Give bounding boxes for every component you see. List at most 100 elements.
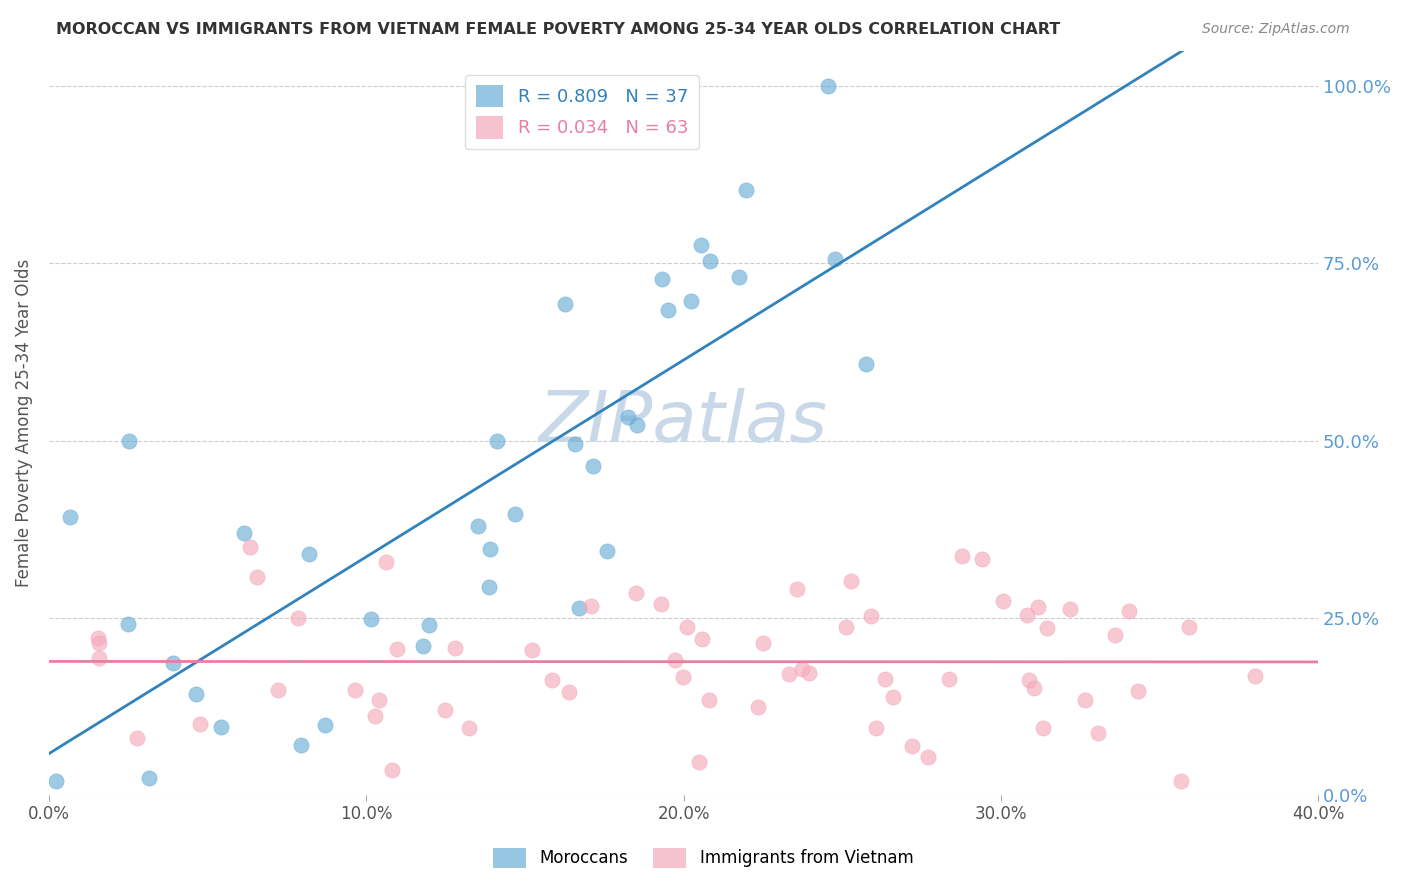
Point	[835, 620, 858, 634]
Point	[752, 636, 775, 650]
Point	[239, 540, 262, 554]
Legend: Moroccans, Immigrants from Vietnam: Moroccans, Immigrants from Vietnam	[486, 841, 920, 875]
Point	[1126, 683, 1149, 698]
Point	[901, 739, 924, 754]
Point	[520, 643, 543, 657]
Point	[626, 418, 648, 433]
Point	[855, 357, 877, 371]
Point	[314, 718, 336, 732]
Point	[664, 653, 686, 667]
Point	[970, 552, 993, 566]
Point	[657, 303, 679, 318]
Point	[467, 519, 489, 533]
Point	[541, 673, 564, 687]
Point	[650, 597, 672, 611]
Point	[817, 79, 839, 94]
Point	[87, 650, 110, 665]
Point	[692, 632, 714, 646]
Point	[287, 611, 309, 625]
Point	[1017, 607, 1039, 622]
Point	[86, 631, 108, 645]
Y-axis label: Female Poverty Among 25-34 Year Olds: Female Poverty Among 25-34 Year Olds	[15, 259, 32, 587]
Point	[138, 772, 160, 786]
Point	[839, 574, 862, 588]
Point	[246, 570, 269, 584]
Point	[1022, 681, 1045, 696]
Point	[865, 721, 887, 735]
Point	[1104, 628, 1126, 642]
Point	[1036, 621, 1059, 635]
Point	[1059, 602, 1081, 616]
Text: ZIPatlas: ZIPatlas	[538, 388, 828, 458]
Point	[233, 526, 256, 541]
Text: Source: ZipAtlas.com: Source: ZipAtlas.com	[1202, 22, 1350, 37]
Point	[786, 582, 808, 596]
Point	[1243, 668, 1265, 682]
Point	[564, 437, 586, 451]
Point	[671, 670, 693, 684]
Point	[479, 541, 502, 556]
Point	[950, 549, 973, 564]
Point	[1170, 773, 1192, 788]
Point	[697, 693, 720, 707]
Point	[917, 750, 939, 764]
Point	[298, 547, 321, 561]
Point	[734, 183, 756, 197]
Point	[364, 709, 387, 723]
Point	[209, 720, 232, 734]
Point	[267, 683, 290, 698]
Point	[127, 731, 149, 745]
Point	[343, 682, 366, 697]
Point	[875, 672, 897, 686]
Point	[1026, 600, 1049, 615]
Point	[59, 509, 82, 524]
Point	[790, 662, 813, 676]
Point	[1177, 620, 1199, 634]
Point	[385, 642, 408, 657]
Point	[616, 409, 638, 424]
Point	[651, 272, 673, 286]
Point	[568, 601, 591, 615]
Point	[579, 599, 602, 613]
Point	[596, 544, 619, 558]
Point	[458, 721, 481, 735]
Point	[554, 297, 576, 311]
Point	[374, 555, 396, 569]
Point	[688, 755, 710, 769]
Point	[1074, 693, 1097, 707]
Point	[681, 294, 703, 309]
Point	[582, 459, 605, 474]
Point	[503, 507, 526, 521]
Point	[486, 434, 509, 448]
Point	[778, 666, 800, 681]
Point	[444, 640, 467, 655]
Point	[747, 700, 769, 714]
Point	[162, 656, 184, 670]
Point	[824, 252, 846, 266]
Point	[434, 703, 457, 717]
Point	[412, 639, 434, 653]
Point	[186, 687, 208, 701]
Text: MOROCCAN VS IMMIGRANTS FROM VIETNAM FEMALE POVERTY AMONG 25-34 YEAR OLDS CORRELA: MOROCCAN VS IMMIGRANTS FROM VIETNAM FEMA…	[56, 22, 1060, 37]
Point	[558, 685, 581, 699]
Point	[675, 620, 697, 634]
Point	[728, 270, 751, 285]
Legend: R = 0.809   N = 37, R = 0.034   N = 63: R = 0.809 N = 37, R = 0.034 N = 63	[465, 75, 699, 149]
Point	[117, 616, 139, 631]
Point	[118, 434, 141, 449]
Point	[690, 237, 713, 252]
Point	[1118, 604, 1140, 618]
Point	[290, 739, 312, 753]
Point	[1032, 721, 1054, 735]
Point	[44, 773, 66, 788]
Point	[699, 253, 721, 268]
Point	[1018, 673, 1040, 688]
Point	[478, 580, 501, 594]
Point	[360, 611, 382, 625]
Point	[188, 717, 211, 731]
Point	[1087, 726, 1109, 740]
Point	[859, 608, 882, 623]
Point	[367, 693, 389, 707]
Point	[993, 593, 1015, 607]
Point	[882, 690, 904, 704]
